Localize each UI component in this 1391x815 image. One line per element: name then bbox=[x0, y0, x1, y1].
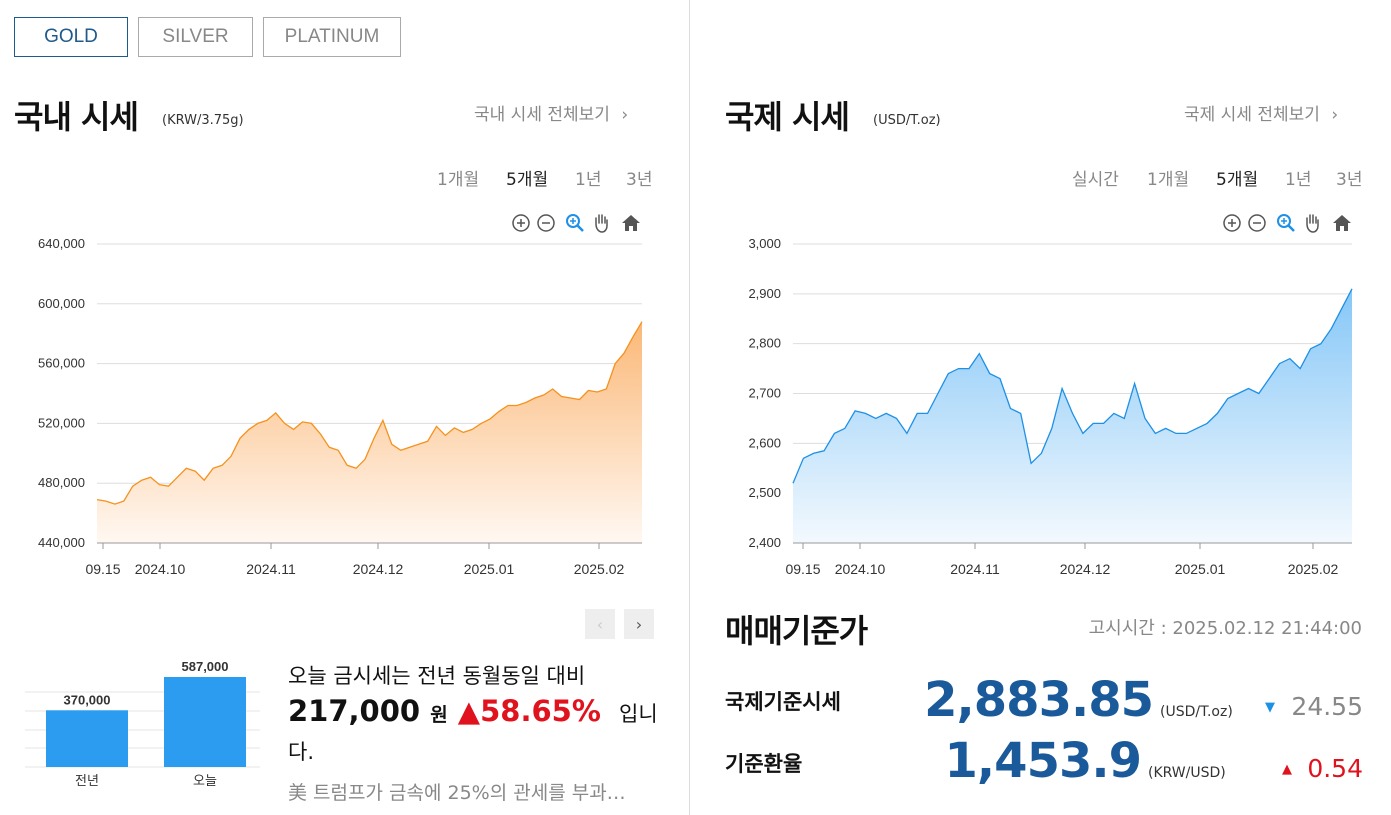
panel-divider bbox=[689, 0, 690, 815]
pan-hand-icon[interactable] bbox=[590, 212, 612, 234]
domestic-title: 국내 시세 bbox=[14, 98, 139, 136]
series-area bbox=[793, 288, 1352, 543]
domestic-view-all-link[interactable]: 국내 시세 전체보기 › bbox=[474, 100, 628, 125]
domestic-range-3y[interactable]: 3년 bbox=[626, 170, 653, 190]
x-tick-label: 2024.12 bbox=[353, 561, 404, 577]
international-price-chart: 3,000 2,900 2,800 2,700 2,600 2,500 2,400 09.15… bbox=[748, 236, 1353, 577]
exchange-rate-unit: (KRW/USD) bbox=[1148, 765, 1226, 781]
pan-hand-icon[interactable] bbox=[1301, 212, 1323, 234]
series-area bbox=[97, 321, 642, 543]
intl-base-unit: (USD/T.oz) bbox=[1160, 704, 1233, 720]
comparison-diff: 217,000 bbox=[288, 694, 421, 728]
zoom-out-icon[interactable] bbox=[535, 212, 557, 234]
base-price-title: 매매기준가 bbox=[725, 612, 868, 650]
comparison-won: 원 bbox=[430, 704, 448, 726]
x-tick-label: 2025.01 bbox=[464, 561, 515, 577]
intl-base-value: 2,883.85 bbox=[924, 672, 1154, 728]
tab-silver[interactable]: SILVER bbox=[138, 17, 253, 57]
domestic-range-1m[interactable]: 1개월 bbox=[437, 170, 480, 190]
zoom-in-icon[interactable] bbox=[510, 212, 532, 234]
y-tick-label: 2,400 bbox=[748, 535, 781, 550]
international-range-1m[interactable]: 1개월 bbox=[1147, 170, 1190, 190]
international-range-3y[interactable]: 3년 bbox=[1336, 170, 1363, 190]
international-range-realtime[interactable]: 실시간 bbox=[1072, 170, 1119, 190]
chevron-right-icon: › bbox=[621, 105, 629, 125]
y-tick-label: 2,600 bbox=[748, 435, 781, 450]
international-view-all-link[interactable]: 국제 시세 전체보기 › bbox=[1184, 100, 1338, 125]
series-line bbox=[96, 321, 643, 505]
y-tick-label: 520,000 bbox=[38, 415, 85, 430]
y-tick-label: 2,700 bbox=[748, 386, 781, 401]
home-icon[interactable] bbox=[620, 212, 642, 234]
domestic-view-all-label: 국내 시세 전체보기 bbox=[474, 105, 610, 125]
bar bbox=[46, 710, 128, 767]
x-tick-label: 2025.02 bbox=[574, 561, 625, 577]
y-tick-label: 600,000 bbox=[38, 296, 85, 311]
y-tick-label: 3,000 bbox=[748, 236, 781, 251]
international-range-1y[interactable]: 1년 bbox=[1285, 170, 1312, 190]
next-button[interactable]: › bbox=[624, 609, 654, 639]
intl-base-change: 24.55 bbox=[1291, 692, 1363, 721]
y-tick-label: 560,000 bbox=[38, 356, 85, 371]
x-tick-label: 2024.10 bbox=[135, 561, 186, 577]
y-tick-label: 640,000 bbox=[38, 236, 85, 251]
international-unit: (USD/T.oz) bbox=[873, 113, 941, 128]
magnifier-icon[interactable] bbox=[1275, 212, 1297, 234]
chevron-right-icon: › bbox=[1331, 105, 1339, 125]
magnifier-icon[interactable] bbox=[564, 212, 586, 234]
notice-time: 고시시간 : 2025.02.12 21:44:00 bbox=[1088, 618, 1362, 639]
bar-category-label: 전년 bbox=[75, 774, 99, 789]
series-line bbox=[792, 288, 1353, 484]
bar bbox=[164, 677, 246, 767]
y-tick-label: 480,000 bbox=[38, 475, 85, 490]
x-tick-label: 2024.10 bbox=[835, 561, 886, 577]
bar-value-label: 587,000 bbox=[182, 659, 229, 674]
comparison-pct: ▲58.65% bbox=[457, 694, 601, 728]
y-tick-label: 2,800 bbox=[748, 336, 781, 351]
chevron-left-icon: ‹ bbox=[596, 614, 604, 634]
y-tick-label: 2,900 bbox=[748, 286, 781, 301]
domestic-range-5m[interactable]: 5개월 bbox=[506, 170, 549, 190]
international-range-5m[interactable]: 5개월 bbox=[1216, 170, 1259, 190]
international-title: 국제 시세 bbox=[725, 98, 850, 136]
up-arrow-icon: ▲ bbox=[1282, 762, 1292, 777]
x-tick-label: 09.15 bbox=[85, 561, 120, 577]
tab-platinum[interactable]: PLATINUM bbox=[263, 17, 401, 57]
zoom-in-icon[interactable] bbox=[1221, 212, 1243, 234]
x-tick-label: 09.15 bbox=[785, 561, 820, 577]
intl-base-label: 국제기준시세 bbox=[725, 690, 841, 714]
comparison-tail2: 다. bbox=[288, 740, 314, 764]
domestic-range-1y[interactable]: 1년 bbox=[575, 170, 602, 190]
y-tick-label: 2,500 bbox=[748, 485, 781, 500]
tab-gold[interactable]: GOLD bbox=[14, 17, 128, 57]
domestic-unit: (KRW/3.75g) bbox=[162, 113, 244, 128]
exchange-rate-change: 0.54 bbox=[1307, 754, 1363, 783]
bar-value-label: 370,000 bbox=[64, 692, 111, 707]
comparison-sentence: 오늘 금시세는 전년 동월동일 대비 bbox=[288, 664, 586, 688]
year-comparison-chart: 370,000 전년 587,000 오늘 bbox=[25, 659, 260, 789]
bar-category-label: 오늘 bbox=[193, 774, 217, 789]
domestic-price-chart: 640,000 600,000 560,000 520,000 480,000 440,0… bbox=[38, 236, 643, 577]
x-tick-label: 2024.11 bbox=[246, 561, 296, 577]
down-arrow-icon: ▼ bbox=[1265, 700, 1275, 715]
comparison-diff-line: 217,000 원 ▲58.65% 입니 bbox=[288, 694, 658, 728]
exchange-rate-value: 1,453.9 bbox=[944, 733, 1142, 789]
home-icon[interactable] bbox=[1331, 212, 1353, 234]
comparison-tail: 입니 bbox=[619, 702, 658, 726]
x-tick-label: 2024.11 bbox=[950, 561, 1000, 577]
x-tick-label: 2025.02 bbox=[1288, 561, 1339, 577]
x-tick-label: 2024.12 bbox=[1060, 561, 1111, 577]
zoom-out-icon[interactable] bbox=[1246, 212, 1268, 234]
y-tick-label: 440,000 bbox=[38, 535, 85, 550]
prev-button[interactable]: ‹ bbox=[585, 609, 615, 639]
international-view-all-label: 국제 시세 전체보기 bbox=[1184, 105, 1320, 125]
news-link[interactable]: 美 트럼프가 금속에 25%의 관세를 부과하겠다는 발표 bbox=[288, 782, 643, 804]
x-tick-label: 2025.01 bbox=[1175, 561, 1226, 577]
chevron-right-icon: › bbox=[635, 614, 643, 634]
exchange-rate-label: 기준환율 bbox=[725, 752, 803, 776]
